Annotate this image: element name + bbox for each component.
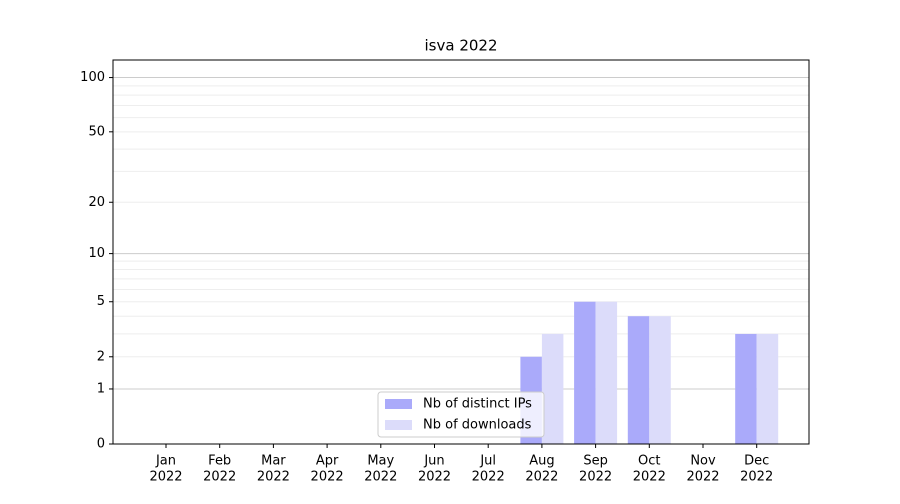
x-tick-label: Apr [316, 454, 339, 469]
x-tick-label: Jun [423, 454, 444, 469]
y-tick-label: 2 [97, 349, 105, 364]
x-tick-label: May [367, 454, 394, 469]
legend-swatch [385, 420, 412, 430]
x-tick-label: 2022 [472, 470, 505, 485]
y-tick-label: 0 [97, 437, 105, 452]
x-tick-label: 2022 [633, 470, 666, 485]
bar [735, 333, 757, 444]
plot-frame [112, 59, 810, 445]
x-tick-label: Dec [744, 454, 769, 469]
x-tick-label: 2022 [311, 470, 344, 485]
bar [595, 301, 618, 444]
legend-label: Nb of downloads [423, 418, 532, 433]
x-tick-label: 2022 [686, 470, 719, 485]
x-tick-label: Mar [261, 454, 286, 469]
x-tick-label: 2022 [418, 470, 451, 485]
y-tick-label: 10 [88, 246, 105, 261]
x-tick-label: Feb [208, 454, 231, 469]
y-tick-label: 20 [88, 195, 105, 210]
y-tick-label: 5 [97, 294, 105, 309]
x-tick-label: Oct [638, 454, 660, 469]
x-tick-label: 2022 [525, 470, 558, 485]
legend-box [377, 391, 545, 438]
chart-title: isva 2022 [425, 37, 498, 55]
x-tick-label: 2022 [579, 470, 612, 485]
bar [756, 333, 779, 444]
x-tick-label: Sep [583, 454, 608, 469]
x-tick-label: 2022 [257, 470, 290, 485]
y-tick-label: 100 [80, 70, 105, 85]
y-tick-label: 50 [88, 124, 105, 139]
bar [627, 316, 650, 444]
legend-swatch [385, 399, 412, 409]
x-tick-label: 2022 [149, 470, 182, 485]
legend: Nb of distinct IPs Nb of downloads [377, 391, 545, 438]
x-tick-label: 2022 [203, 470, 236, 485]
x-tick-label: Jan [155, 454, 176, 469]
y-tick-label: 1 [97, 381, 105, 396]
bar [649, 316, 671, 444]
x-tick-label: Aug [529, 454, 554, 469]
legend-label: Nb of distinct IPs [423, 397, 532, 412]
bar [574, 301, 596, 444]
x-tick-label: Nov [690, 454, 716, 469]
x-tick-label: Jul [479, 454, 496, 469]
x-tick-label: 2022 [740, 470, 773, 485]
x-tick-label: 2022 [364, 470, 397, 485]
bar [541, 333, 564, 444]
